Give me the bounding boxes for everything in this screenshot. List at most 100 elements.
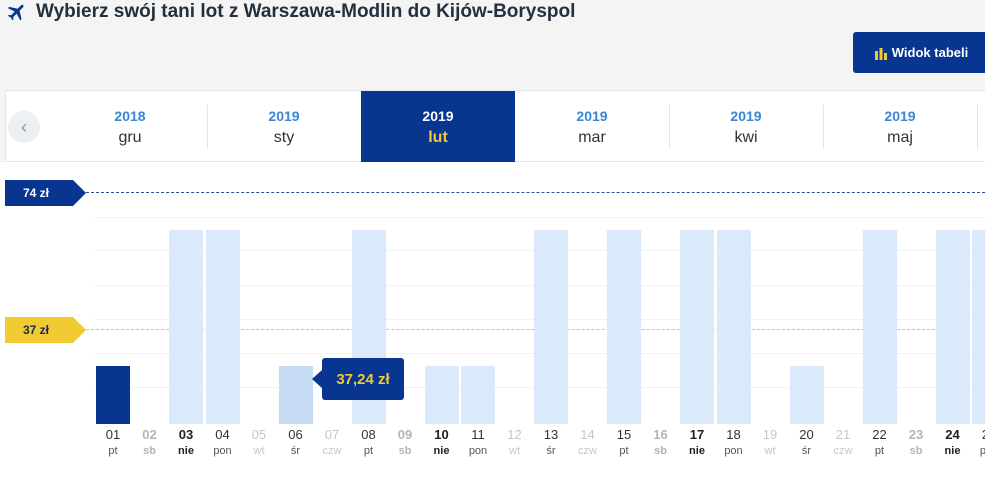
price-bar-10[interactable] [424, 366, 459, 424]
day-label-03[interactable]: 03 nie [169, 427, 203, 457]
month-tab-gru[interactable]: 2018 gru [53, 91, 207, 163]
day-number: 16 [653, 427, 668, 442]
month-tab-sty[interactable]: 2019 sty [207, 91, 361, 163]
price-bar-04[interactable] [205, 230, 240, 424]
month-tab-mar[interactable]: 2019 mar [515, 91, 669, 163]
day-label-14[interactable]: 14 czw [571, 427, 605, 457]
day-number: 07 [324, 427, 340, 442]
day-of-week: wt [764, 445, 776, 457]
day-label-25[interactable]: 25 pon [972, 427, 985, 457]
day-of-week: pon [213, 445, 232, 457]
month-tab-name: mar [578, 129, 606, 146]
month-tab-year: 2019 [422, 108, 454, 124]
day-label-10[interactable]: 10 nie [425, 427, 459, 457]
price-bar-22[interactable] [862, 230, 897, 424]
day-label-24[interactable]: 24 nie [936, 427, 970, 457]
day-of-week: nie [178, 445, 194, 457]
day-of-week: sb [143, 445, 156, 457]
price-bar-01[interactable] [96, 366, 130, 424]
day-label-20[interactable]: 20 śr [790, 427, 824, 457]
day-of-week: nie [944, 445, 961, 457]
page-title: Wybierz swój tani lot z Warszawa-Modlin … [36, 1, 576, 22]
price-bar-11[interactable] [461, 366, 495, 424]
day-number: 22 [872, 427, 887, 442]
price-chart: 74 zł 37 zł 01 pt 02 sb 03 nie 04 pon 05 wt 06 śr 07… [0, 162, 985, 479]
month-tab-name: kwi [734, 129, 758, 146]
min-price-tag: 37 zł [5, 317, 86, 343]
day-label-13[interactable]: 13 śr [534, 427, 568, 457]
price-bar-06[interactable] [278, 366, 313, 424]
day-label-15[interactable]: 15 pt [607, 427, 641, 457]
day-label-04[interactable]: 04 pon [206, 427, 240, 457]
bar-chart-icon [874, 47, 887, 60]
table-view-label: Widok tabeli [891, 45, 969, 60]
tooltip-price: 37,24 zł [336, 370, 390, 388]
day-number: 23 [908, 427, 924, 442]
price-bar-20[interactable] [789, 366, 824, 424]
day-number: 13 [543, 427, 559, 442]
day-number: 09 [397, 427, 413, 442]
day-of-week: pt [874, 445, 885, 457]
day-label-18[interactable]: 18 pon [717, 427, 751, 457]
day-label-23[interactable]: 23 sb [899, 427, 933, 457]
day-number: 08 [361, 427, 376, 442]
month-tab-maj[interactable]: 2019 maj [823, 91, 977, 163]
day-number: 14 [580, 427, 595, 442]
grid-line [95, 217, 985, 218]
day-of-week: pt [108, 445, 118, 457]
month-tab-lut[interactable]: 2019 lut [361, 91, 515, 163]
day-number: 06 [288, 427, 303, 442]
day-of-week: czw [578, 445, 597, 457]
day-label-19[interactable]: 19 wt [753, 427, 787, 457]
price-bar-24[interactable] [935, 230, 970, 424]
month-tab-name: gru [118, 129, 142, 146]
day-label-16[interactable]: 16 sb [644, 427, 678, 457]
month-tab-name: maj [887, 129, 913, 146]
day-number: 05 [251, 427, 267, 442]
day-label-21[interactable]: 21 czw [826, 427, 860, 457]
day-label-08[interactable]: 08 pt [352, 427, 386, 457]
day-number: 15 [616, 427, 632, 442]
day-label-01[interactable]: 01 pt [96, 427, 130, 457]
day-of-week: pt [619, 445, 629, 457]
day-number: 12 [507, 427, 522, 442]
month-tab-name: sty [273, 129, 295, 146]
month-tab-kwi[interactable]: 2019 kwi [669, 91, 823, 163]
day-label-06[interactable]: 06 śr [279, 427, 313, 457]
day-of-week: czw [322, 445, 342, 457]
day-of-week: sb [398, 445, 412, 457]
price-bar-17[interactable] [680, 230, 714, 424]
price-bar-13[interactable] [534, 230, 568, 424]
price-bar-03[interactable] [169, 230, 203, 424]
day-label-05[interactable]: 05 wt [242, 427, 276, 457]
day-number: 11 [471, 427, 485, 442]
day-label-07[interactable]: 07 czw [315, 427, 349, 457]
prev-month-button[interactable]: ‹ [8, 111, 40, 143]
price-tooltip: 37,24 zł [312, 358, 404, 400]
day-of-week: pon [724, 445, 743, 457]
price-bar-18[interactable] [716, 230, 751, 424]
month-tab-year: 2019 [730, 108, 762, 124]
day-label-22[interactable]: 22 pt [863, 427, 897, 457]
day-label-11[interactable]: 11 pon [461, 427, 495, 457]
day-label-17[interactable]: 17 nie [680, 427, 714, 457]
day-of-week: pon [979, 445, 985, 457]
day-number: 10 [434, 427, 449, 442]
day-number: 03 [178, 427, 194, 442]
day-number: 25 [972, 427, 985, 442]
day-number: 04 [215, 427, 230, 442]
table-view-button[interactable]: Widok tabeli [853, 32, 985, 73]
price-bar-15[interactable] [607, 230, 641, 424]
day-number: 24 [945, 427, 960, 442]
day-label-02[interactable]: 02 sb [133, 427, 167, 457]
month-tab-year: 2019 [884, 108, 916, 124]
day-of-week: śr [801, 445, 812, 457]
day-label-09[interactable]: 09 sb [388, 427, 422, 457]
month-separator [669, 105, 670, 149]
day-number: 21 [835, 427, 851, 442]
day-label-12[interactable]: 12 wt [498, 427, 532, 457]
day-of-week: śr [290, 445, 301, 457]
month-tab-year: 2019 [268, 108, 300, 124]
day-of-week: pt [363, 445, 374, 457]
price-bar-25[interactable] [972, 230, 985, 424]
